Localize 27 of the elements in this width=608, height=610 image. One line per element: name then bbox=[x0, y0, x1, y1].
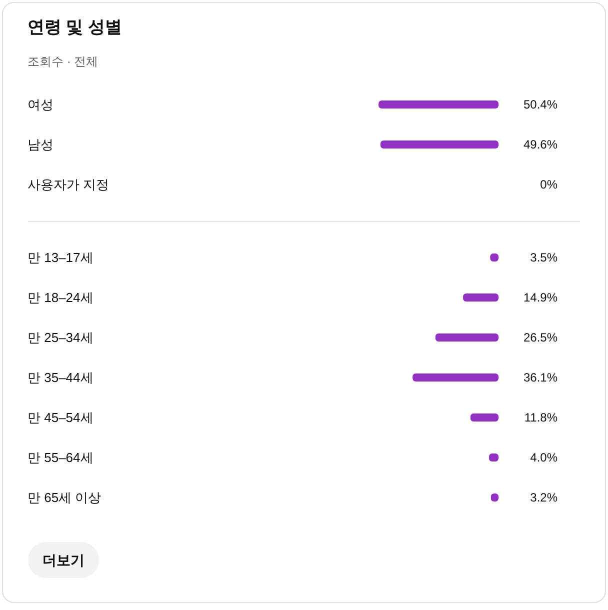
data-label: 49.6% bbox=[523, 138, 558, 152]
text: 조회수 · 전체 bbox=[28, 54, 98, 68]
data-label: 50.4% bbox=[523, 98, 558, 112]
bar bbox=[412, 374, 498, 382]
data-label: 0% bbox=[540, 178, 558, 192]
bar bbox=[470, 414, 498, 422]
y-tick-label: 만 45–54세 bbox=[28, 410, 94, 425]
data-label: 26.5% bbox=[523, 330, 558, 344]
y-tick-label: 만 35–44세 bbox=[28, 370, 94, 385]
y-tick-label: 만 13–17세 bbox=[28, 250, 94, 265]
data-label: 3.5% bbox=[530, 250, 558, 264]
bar bbox=[435, 334, 498, 342]
y-tick-label: 여성 bbox=[28, 97, 54, 112]
data-label: 3.2% bbox=[530, 490, 558, 504]
data-label: 11.8% bbox=[524, 410, 558, 424]
y-tick-label: 만 25–34세 bbox=[28, 330, 94, 345]
data-label: 36.1% bbox=[523, 370, 558, 384]
text: 더보기 bbox=[42, 551, 84, 570]
y-tick-label: 사용자가 지정 bbox=[28, 177, 110, 192]
data-label: 14.9% bbox=[523, 290, 558, 304]
data-label: 4.0% bbox=[530, 450, 558, 464]
bar bbox=[463, 294, 498, 302]
y-tick-label: 남성 bbox=[28, 137, 54, 152]
y-tick-label: 만 65세 이상 bbox=[28, 490, 102, 505]
y-tick-label: 만 18–24세 bbox=[28, 290, 94, 305]
text: 연령 및 성별 bbox=[28, 18, 122, 36]
y-tick-label: 만 55–64세 bbox=[28, 450, 94, 465]
